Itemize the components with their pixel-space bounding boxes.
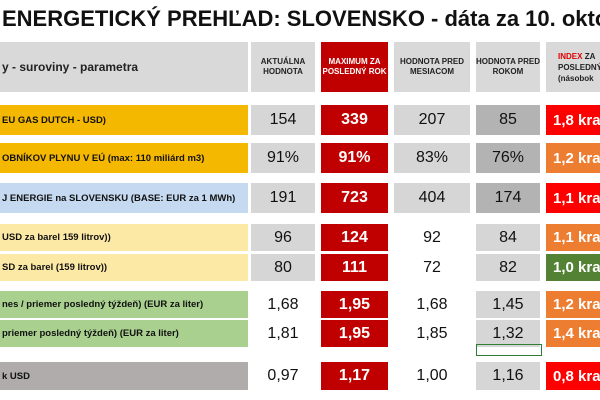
header-index-za: ZA (584, 51, 596, 61)
oil-2-current: 80 (251, 254, 315, 281)
diesel-year: 1,32 (476, 320, 540, 347)
brent-oil-current: 96 (251, 224, 315, 251)
diesel-current: 1,81 (251, 320, 315, 347)
header-month: HODNOTA PRED MESIACOM (394, 42, 470, 92)
gas-price-index: 1,8 kra (546, 105, 600, 135)
brent-oil-year: 84 (476, 224, 540, 251)
oil-2-month: 72 (394, 254, 470, 281)
petrol-current: 1,68 (251, 291, 315, 318)
row-label-diesel: priemer posledný týždeň) (EUR za liter) (0, 320, 248, 347)
brent-oil-max: 124 (321, 224, 388, 251)
diesel-max: 1,95 (321, 320, 388, 347)
row-label-petrol: nes / priemer posledný týždeň) (EUR za l… (0, 291, 248, 318)
eur-usd-current: 0,97 (251, 362, 315, 390)
brent-oil-month: 92 (394, 224, 470, 251)
petrol-index: 1,2 kra (546, 291, 600, 318)
header-index-posledny: POSLEDNÝ (558, 62, 600, 72)
gas-storage-year: 76% (476, 143, 540, 173)
row-label-electricity: J ENERGIE na SLOVENSKU (BASE: EUR za 1 M… (0, 183, 248, 213)
gas-storage-index: 1,2 kra (546, 143, 600, 173)
header-index: INDEX ZA POSLEDNÝ (násobok (546, 42, 600, 92)
diesel-index: 1,4 kra (546, 320, 600, 347)
eur-usd-index: 0,8 kra (546, 362, 600, 390)
header-label: y - suroviny - parametra (0, 42, 248, 92)
petrol-month: 1,68 (394, 291, 470, 318)
header-current: AKTUÁLNA HODNOTA (251, 42, 315, 92)
petrol-max: 1,95 (321, 291, 388, 318)
eur-usd-month: 1,00 (394, 362, 470, 390)
header-index-word: INDEX (558, 51, 583, 61)
oil-2-max: 111 (321, 254, 388, 281)
gas-storage-month: 83% (394, 143, 470, 173)
gas-storage-current: 91% (251, 143, 315, 173)
electricity-max: 723 (321, 183, 388, 213)
header-year: HODNOTA PRED ROKOM (476, 42, 540, 92)
gas-storage-max: 91% (321, 143, 388, 173)
oil-2-year: 82 (476, 254, 540, 281)
header-index-nasobok: (násobok (558, 73, 594, 83)
gas-price-year: 85 (476, 105, 540, 135)
page-title: ENERGETICKÝ PREHĽAD: SLOVENSKO - dáta za… (2, 6, 600, 31)
gas-price-current: 154 (251, 105, 315, 135)
oil-2-index: 1,0 kra (546, 254, 600, 281)
electricity-current: 191 (251, 183, 315, 213)
brent-oil-index: 1,1 kra (546, 224, 600, 251)
eur-usd-year: 1,16 (476, 362, 540, 390)
petrol-year: 1,45 (476, 291, 540, 318)
row-label-gas-price: EU GAS DUTCH - USD) (0, 105, 248, 135)
row-label-oil-2: SD za barel (159 litrov)) (0, 254, 248, 281)
eur-usd-max: 1,17 (321, 362, 388, 390)
electricity-month: 404 (394, 183, 470, 213)
electricity-index: 1,1 kra (546, 183, 600, 213)
gas-price-max: 339 (321, 105, 388, 135)
row-label-gas-storage: OBNÍKOV PLYNU V EÚ (max: 110 miliárd m3) (0, 143, 248, 173)
row-label-brent-oil: USD za barel 159 litrov)) (0, 224, 248, 251)
electricity-year: 174 (476, 183, 540, 213)
diesel-month: 1,85 (394, 320, 470, 347)
cell-selection[interactable] (476, 344, 542, 356)
header-max: MAXIMUM ZA POSLEDNÝ ROK (321, 42, 388, 92)
row-label-eur-usd: k USD (0, 362, 248, 390)
gas-price-month: 207 (394, 105, 470, 135)
